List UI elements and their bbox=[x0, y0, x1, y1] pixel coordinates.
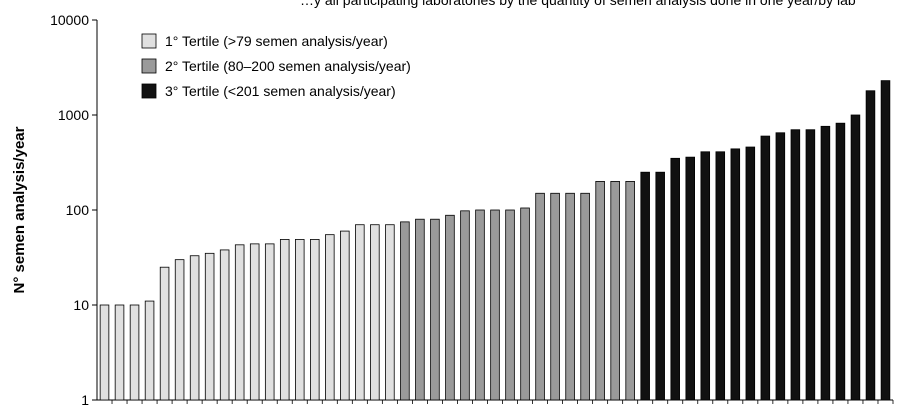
bar bbox=[625, 180, 635, 401]
bar bbox=[550, 192, 560, 401]
legend-swatch bbox=[141, 83, 157, 99]
bar bbox=[865, 90, 876, 401]
bar bbox=[535, 192, 545, 401]
bar bbox=[775, 132, 786, 401]
bar bbox=[430, 218, 440, 401]
bar bbox=[264, 243, 275, 401]
bar bbox=[820, 125, 831, 401]
bar bbox=[520, 207, 530, 401]
y-axis-label: N° semen analysis/year bbox=[11, 126, 28, 293]
bar bbox=[640, 171, 650, 401]
chart-top-caption: …y all participating laboratories by the… bbox=[300, 0, 856, 8]
bar bbox=[415, 218, 425, 401]
y-tick-label: 1000 bbox=[58, 107, 89, 123]
bar bbox=[565, 192, 575, 401]
bar bbox=[715, 151, 726, 401]
bar bbox=[294, 239, 305, 401]
bar bbox=[805, 129, 816, 401]
bar bbox=[505, 209, 515, 401]
bar bbox=[835, 122, 846, 401]
bar bbox=[445, 214, 455, 401]
bar bbox=[219, 249, 230, 401]
bar bbox=[340, 230, 350, 401]
bar bbox=[610, 180, 620, 401]
bar bbox=[189, 255, 200, 401]
y-tick-label: 10 bbox=[73, 297, 89, 313]
bar bbox=[490, 209, 500, 401]
bar bbox=[745, 146, 756, 401]
legend: 1° Tertile (>79 semen analysis/year) 2° T… bbox=[141, 33, 411, 99]
bar bbox=[580, 192, 590, 401]
bar bbox=[700, 151, 711, 401]
bar bbox=[595, 180, 605, 401]
axes: 1 10 100 1000 10000 bbox=[50, 12, 894, 405]
bar bbox=[310, 239, 320, 401]
bar bbox=[114, 304, 125, 401]
bar bbox=[730, 148, 741, 401]
bars bbox=[99, 80, 891, 401]
legend-swatch bbox=[141, 33, 157, 49]
bar bbox=[249, 243, 260, 401]
bar bbox=[159, 266, 170, 401]
bar bbox=[790, 129, 801, 401]
bar bbox=[880, 80, 891, 401]
legend-label: 1° Tertile (>79 semen analysis/year) bbox=[165, 33, 388, 49]
bar bbox=[670, 157, 680, 401]
bar bbox=[370, 224, 380, 401]
y-tick-label: 100 bbox=[66, 202, 90, 218]
y-tick-label: 10000 bbox=[50, 12, 89, 28]
bar bbox=[685, 156, 696, 401]
bar bbox=[174, 259, 185, 401]
bar bbox=[234, 244, 245, 401]
legend-label: 3° Tertile (<201 semen analysis/year) bbox=[165, 83, 396, 99]
y-tick-label: 1 bbox=[81, 392, 89, 405]
bar bbox=[204, 252, 215, 401]
bar bbox=[760, 135, 771, 401]
legend-swatch bbox=[141, 58, 157, 74]
legend-label: 2° Tertile (80–200 semen analysis/year) bbox=[165, 58, 411, 74]
bar bbox=[460, 210, 470, 401]
bar bbox=[400, 221, 410, 401]
bar bbox=[99, 304, 110, 401]
bar bbox=[385, 224, 395, 401]
bar bbox=[850, 114, 861, 401]
bar bbox=[144, 300, 155, 401]
bar bbox=[475, 209, 485, 401]
bar bbox=[129, 304, 140, 401]
bar bbox=[655, 171, 665, 401]
bar bbox=[325, 234, 335, 401]
bar bbox=[355, 224, 365, 401]
bar bbox=[279, 239, 290, 401]
